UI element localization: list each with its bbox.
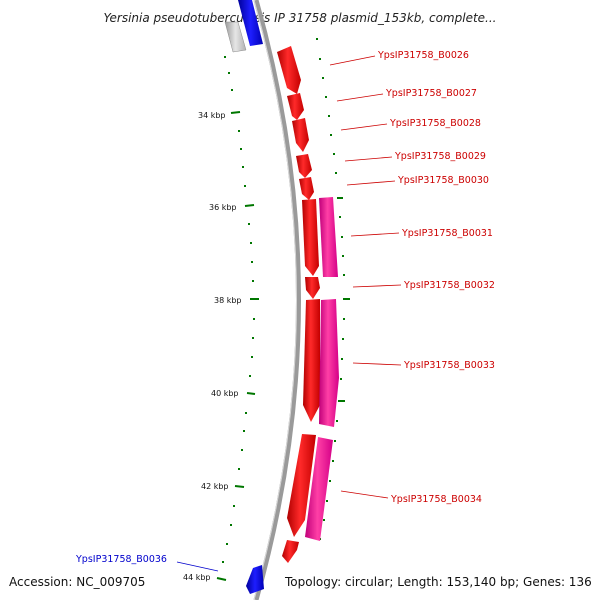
tick-label-44: 44 kbp <box>183 573 211 582</box>
gene-label-b0031[interactable]: YpsIP31758_B0031 <box>401 228 493 239</box>
gene-b0035[interactable] <box>282 540 299 563</box>
gene-b0031[interactable] <box>302 199 319 276</box>
gene-top-grey[interactable] <box>224 21 247 53</box>
tick-label-38: 38 kbp <box>214 296 242 305</box>
gene-b0036[interactable] <box>246 565 264 594</box>
gene-b0032[interactable] <box>305 277 320 299</box>
gene-label-b0034[interactable]: YpsIP31758_B0034 <box>390 494 482 505</box>
gene-b0029[interactable] <box>296 154 312 178</box>
gene-b0027[interactable] <box>287 93 304 120</box>
gene-label-b0036[interactable]: YpsIP31758_B0036 <box>75 554 167 565</box>
gene-b0033[interactable] <box>303 299 320 422</box>
backbone-arc <box>253 0 301 600</box>
tick-label-34: 34 kbp <box>198 111 226 120</box>
gene-label-b0027[interactable]: YpsIP31758_B0027 <box>385 88 477 99</box>
gene-b0033-pink[interactable] <box>319 299 339 427</box>
topology-text: Topology: circular; Length: 153,140 bp; … <box>284 575 592 589</box>
label-leaders <box>176 55 402 572</box>
forward-genes <box>277 46 320 563</box>
gene-label-b0028[interactable]: YpsIP31758_B0028 <box>389 118 481 129</box>
forward-genes-track2 <box>305 197 339 541</box>
tick-34 <box>230 111 241 114</box>
tick-label-36: 36 kbp <box>209 203 237 212</box>
gene-label-b0030[interactable]: YpsIP31758_B0030 <box>397 175 489 186</box>
map-title: Yersinia pseudotuberculosis IP 31758 pla… <box>104 11 497 25</box>
tick-40 <box>246 392 256 395</box>
gene-b0031-pink[interactable] <box>319 197 338 277</box>
gene-b0026[interactable] <box>277 46 301 94</box>
backbone-arc-highlight <box>253 0 297 600</box>
gene-label-b0032[interactable]: YpsIP31758_B0032 <box>403 280 495 291</box>
ticks: 34 kbp 36 kbp 38 kbp 40 kbp 42 kbp 44 kb… <box>183 111 259 582</box>
gene-top-blue[interactable] <box>238 0 263 46</box>
tick-42 <box>234 485 245 488</box>
gene-b0034[interactable] <box>287 434 316 537</box>
minor-ticks-inner <box>222 56 255 563</box>
tick-label-42: 42 kbp <box>201 482 229 491</box>
tick-36 <box>244 204 255 207</box>
accession-text: Accession: NC_009705 <box>9 575 145 589</box>
gene-label-b0033[interactable]: YpsIP31758_B0033 <box>403 360 495 371</box>
gene-label-b0026[interactable]: YpsIP31758_B0026 <box>377 50 469 61</box>
tick-44 <box>216 577 227 581</box>
gene-labels: YpsIP31758_B0026 YpsIP31758_B0027 YpsIP3… <box>75 50 495 565</box>
gene-b0030[interactable] <box>299 177 314 200</box>
gene-b0028[interactable] <box>292 118 309 152</box>
gene-b0034-pink[interactable] <box>305 437 333 541</box>
tick-label-40: 40 kbp <box>211 389 239 398</box>
gene-label-b0029[interactable]: YpsIP31758_B0029 <box>394 151 486 162</box>
